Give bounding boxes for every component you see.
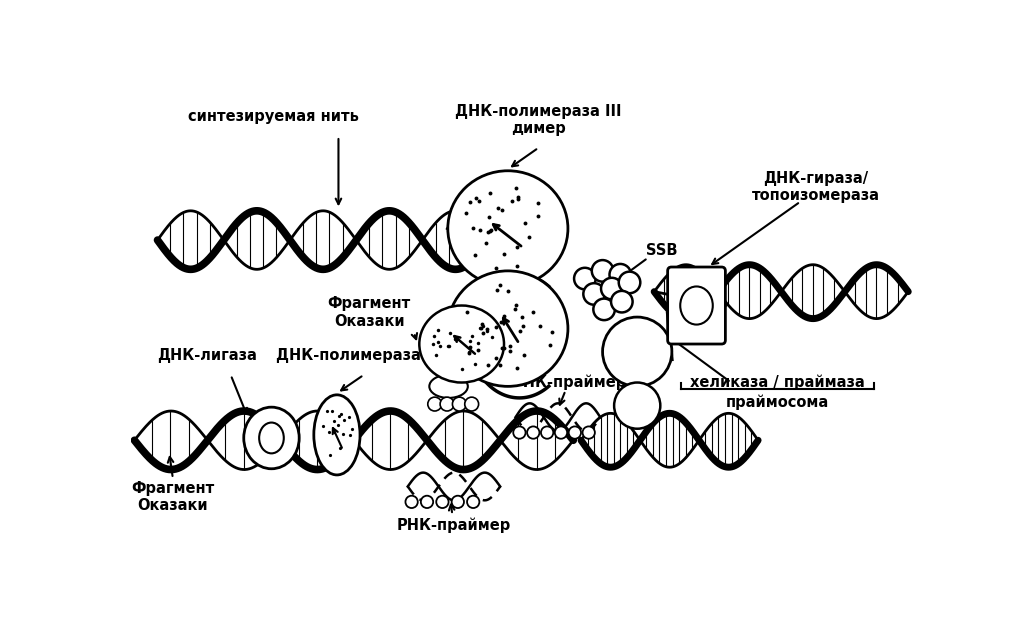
Text: SSB: SSB bbox=[646, 243, 678, 258]
Circle shape bbox=[541, 427, 553, 438]
Polygon shape bbox=[223, 211, 290, 270]
Circle shape bbox=[406, 496, 418, 508]
Polygon shape bbox=[207, 411, 281, 469]
Ellipse shape bbox=[244, 407, 299, 469]
Polygon shape bbox=[427, 411, 500, 469]
Text: ДНК-полимераза I: ДНК-полимераза I bbox=[276, 348, 431, 363]
Polygon shape bbox=[353, 411, 427, 469]
Circle shape bbox=[609, 264, 631, 286]
FancyBboxPatch shape bbox=[668, 267, 725, 344]
Circle shape bbox=[614, 383, 660, 428]
Circle shape bbox=[584, 283, 605, 305]
Circle shape bbox=[436, 496, 449, 508]
Circle shape bbox=[593, 299, 614, 320]
Text: ДНК-гираза/
топоизомераза: ДНК-гираза/ топоизомераза bbox=[752, 171, 880, 203]
Polygon shape bbox=[640, 414, 699, 467]
Ellipse shape bbox=[313, 395, 360, 475]
Circle shape bbox=[601, 278, 623, 299]
Ellipse shape bbox=[447, 271, 568, 386]
Polygon shape bbox=[500, 411, 573, 469]
Circle shape bbox=[568, 427, 581, 438]
Circle shape bbox=[583, 427, 595, 438]
Circle shape bbox=[421, 496, 433, 508]
Polygon shape bbox=[134, 411, 207, 469]
Ellipse shape bbox=[447, 171, 568, 286]
Circle shape bbox=[527, 427, 540, 438]
Circle shape bbox=[465, 397, 478, 411]
Circle shape bbox=[513, 427, 525, 438]
Ellipse shape bbox=[259, 422, 284, 453]
Ellipse shape bbox=[419, 306, 504, 383]
Circle shape bbox=[618, 271, 640, 293]
Text: РНК-праймер: РНК-праймер bbox=[512, 375, 627, 391]
Circle shape bbox=[555, 427, 567, 438]
Text: Фрагмент
Оказаки: Фрагмент Оказаки bbox=[328, 296, 411, 329]
Polygon shape bbox=[654, 265, 718, 319]
Text: Фрагмент
Оказаки: Фрагмент Оказаки bbox=[131, 481, 215, 514]
Text: хеликаза / праймаза: хеликаза / праймаза bbox=[690, 375, 864, 391]
Text: праймосома: праймосома bbox=[726, 394, 829, 410]
Polygon shape bbox=[281, 411, 353, 469]
Text: синтезируемая нить: синтезируемая нить bbox=[187, 109, 358, 124]
Polygon shape bbox=[422, 211, 488, 270]
Polygon shape bbox=[781, 265, 845, 319]
Polygon shape bbox=[356, 211, 422, 270]
Circle shape bbox=[467, 496, 479, 508]
Polygon shape bbox=[290, 211, 356, 270]
Circle shape bbox=[592, 260, 613, 282]
Polygon shape bbox=[158, 211, 223, 270]
Polygon shape bbox=[699, 414, 758, 467]
Polygon shape bbox=[718, 265, 781, 319]
Polygon shape bbox=[581, 414, 640, 467]
Circle shape bbox=[440, 397, 454, 411]
Text: РНК-праймер: РНК-праймер bbox=[397, 517, 511, 533]
Circle shape bbox=[453, 397, 466, 411]
Text: ДНК-полимераза III
димер: ДНК-полимераза III димер bbox=[456, 104, 622, 136]
Ellipse shape bbox=[680, 286, 713, 325]
Circle shape bbox=[611, 291, 633, 312]
Circle shape bbox=[452, 496, 464, 508]
Text: ДНК-лигаза: ДНК-лигаза bbox=[158, 348, 257, 363]
Circle shape bbox=[574, 268, 596, 289]
Circle shape bbox=[602, 317, 672, 386]
Polygon shape bbox=[845, 265, 908, 319]
Circle shape bbox=[428, 397, 441, 411]
Ellipse shape bbox=[429, 375, 468, 398]
